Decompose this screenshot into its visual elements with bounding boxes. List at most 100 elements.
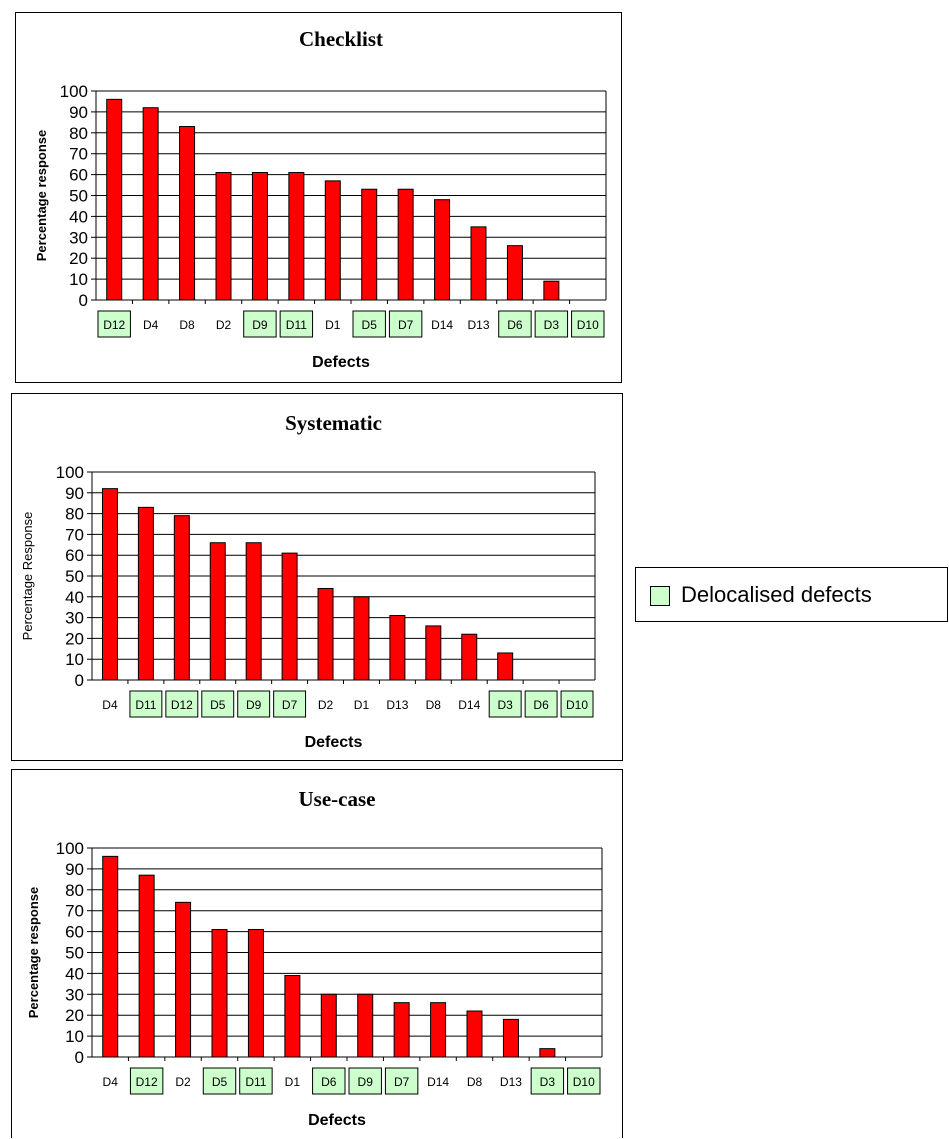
use-case-ytick-label-20: 20 [65, 1006, 84, 1025]
use-case-ytick-label-10: 10 [65, 1027, 84, 1046]
use-case-ytick-label-90: 90 [65, 860, 84, 879]
systematic-ytick-label-100: 100 [56, 463, 84, 482]
systematic-category-label-d4: D4 [102, 698, 118, 712]
systematic-bar-d5 [209, 542, 226, 681]
systematic-bar-d8 [425, 625, 442, 681]
checklist-category-label-d6: D6 [507, 318, 523, 332]
systematic-delocalised-box-d6 [524, 690, 558, 718]
checklist-category-label-d9: D9 [252, 318, 268, 332]
checklist-category-label-d1: D1 [325, 318, 341, 332]
systematic-delocalised-box-d12 [165, 690, 199, 718]
systematic-bar-d1 [353, 596, 370, 681]
use-case-ytick-label-70: 70 [65, 902, 84, 921]
use-case-category-label-d10: D10 [573, 1075, 595, 1089]
use-case-title: Use-case [299, 787, 376, 811]
use-case-ytick-label-0: 0 [75, 1048, 84, 1067]
checklist-category-label-d8: D8 [179, 318, 195, 332]
systematic-bar-d13 [389, 615, 406, 681]
use-case-bar-d1 [284, 974, 301, 1058]
use-case-delocalised-box-d6 [312, 1067, 346, 1095]
use-case-bar-d4 [102, 855, 119, 1058]
use-case-category-label-d4: D4 [103, 1075, 119, 1089]
use-case-bar-d14 [430, 1002, 447, 1058]
systematic-category-label-d3: D3 [498, 698, 514, 712]
checklist-category-label-d11: D11 [286, 318, 307, 332]
use-case-category-label-d14: D14 [427, 1075, 449, 1089]
systematic-category-label-d14: D14 [458, 698, 480, 712]
systematic-category-label-d13: D13 [386, 698, 408, 712]
use-case-category-label-d13: D13 [500, 1075, 522, 1089]
checklist-x-axis-label: Defects [312, 354, 370, 371]
checklist-delocalised-box-d6 [498, 310, 532, 338]
systematic-bar-d2 [317, 587, 334, 681]
checklist-category-label-d14: D14 [431, 318, 453, 332]
use-case-category-label-d2: D2 [175, 1075, 191, 1089]
legend: Delocalised defects [635, 567, 948, 622]
systematic-delocalised-box-d5 [201, 690, 235, 718]
checklist-delocalised-box-d9 [243, 310, 277, 338]
use-case-category-label-d3: D3 [540, 1075, 556, 1089]
checklist-delocalised-box-d7 [388, 310, 423, 338]
checklist-delocalised-box-d11 [279, 310, 314, 338]
systematic-ytick-label-80: 80 [65, 505, 84, 524]
checklist-delocalised-box-d5 [352, 310, 386, 338]
use-case-delocalised-box-d5 [202, 1067, 237, 1095]
use-case-y-axis-label: Percentage response [26, 887, 41, 1019]
use-case-category-label-d1: D1 [285, 1075, 301, 1089]
checklist-delocalised-box-d3 [534, 310, 569, 338]
systematic-ytick-label-0: 0 [75, 671, 84, 690]
use-case-ytick-label-60: 60 [65, 923, 84, 942]
systematic-x-axis-label: Defects [305, 734, 363, 751]
systematic-chart-panel: Systematic 0 10 20 30 40 50 60 70 80 90 100 D4 D11 D12… [11, 393, 623, 761]
systematic-delocalised-box-d10 [560, 690, 594, 718]
systematic-delocalised-box-d9 [237, 690, 271, 718]
use-case-ytick-label-30: 30 [65, 985, 84, 1004]
use-case-bar-d9 [357, 993, 374, 1058]
checklist-bar-d9 [251, 172, 268, 301]
systematic-category-label-d6: D6 [533, 698, 549, 712]
checklist-bar-d3 [543, 280, 560, 301]
systematic-bar-d3 [497, 652, 514, 681]
checklist-ytick-label-80: 80 [69, 124, 88, 143]
checklist-ytick-label-100: 100 [60, 82, 88, 101]
systematic-title: Systematic [285, 411, 382, 435]
systematic-category-label-d11: D11 [135, 698, 156, 712]
use-case-delocalised-box-d11 [239, 1067, 273, 1095]
checklist-ytick-label-70: 70 [69, 145, 88, 164]
use-case-ytick-label-100: 100 [56, 839, 84, 858]
systematic-category-label-d1: D1 [354, 698, 370, 712]
use-case-ytick-label-80: 80 [65, 881, 84, 900]
use-case-bar-d7 [393, 1002, 410, 1058]
systematic-bar-d4 [101, 488, 118, 681]
systematic-category-label-d5: D5 [210, 698, 226, 712]
use-case-bar-d6 [320, 993, 337, 1058]
checklist-delocalised-box-d10 [571, 310, 605, 338]
systematic-ytick-label-40: 40 [65, 588, 84, 607]
systematic-ytick-label-50: 50 [65, 567, 84, 586]
use-case-bar-d13 [502, 1018, 519, 1058]
checklist-bar-d13 [470, 226, 487, 301]
use-case-category-label-d6: D6 [321, 1075, 337, 1089]
checklist-bar-d12 [106, 98, 123, 301]
checklist-bar-d5 [361, 188, 378, 301]
checklist-bar-d1 [324, 180, 341, 301]
checklist-ytick-label-20: 20 [69, 249, 88, 268]
use-case-chart-panel: Use-case 0 10 20 30 40 50 60 70 80 90 100 D4 D12 D2 D5 D… [11, 769, 623, 1138]
systematic-bar-d11 [137, 506, 154, 681]
use-case-category-label-d9: D9 [358, 1075, 374, 1089]
use-case-bar-d8 [466, 1010, 483, 1058]
use-case-delocalised-box-d3 [530, 1067, 565, 1095]
systematic-ytick-label-30: 30 [65, 609, 84, 628]
checklist-category-label-d10: D10 [577, 318, 599, 332]
checklist-delocalised-box-d12 [97, 310, 131, 338]
checklist-bar-d4 [142, 107, 159, 301]
use-case-delocalised-box-d10 [567, 1067, 601, 1095]
use-case-ytick-label-40: 40 [65, 964, 84, 983]
systematic-bar-d7 [281, 552, 298, 681]
systematic-delocalised-box-d11 [129, 690, 163, 718]
checklist-bar-d6 [506, 245, 523, 301]
checklist-category-label-d12: D12 [103, 318, 125, 332]
